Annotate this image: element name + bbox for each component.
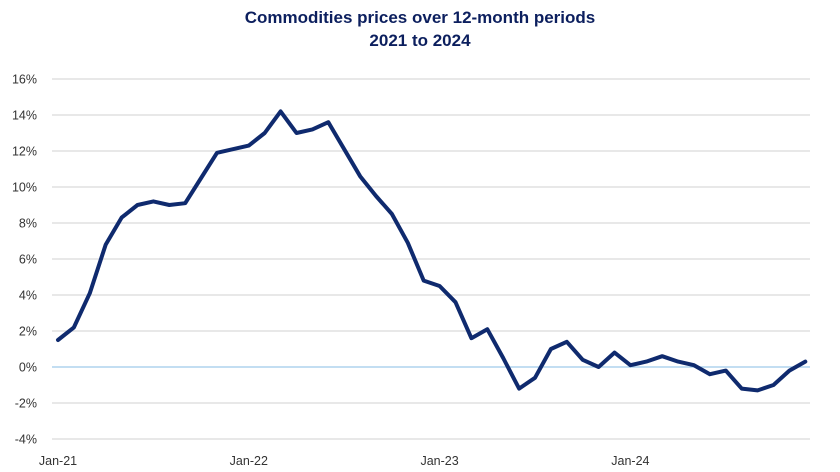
x-tick-label: Jan-22 [230,454,268,468]
y-tick-label: 14% [12,109,37,123]
y-tick-label: 12% [12,145,37,159]
y-tick-label: 2% [19,325,37,339]
y-tick-label: -2% [15,397,37,411]
chart-title: Commodities prices over 12-month periods [244,8,596,27]
x-tick-label: Jan-24 [611,454,649,468]
y-tick-label: 4% [19,289,37,303]
y-tick-label: 16% [12,73,37,87]
y-tick-label: 10% [12,181,37,195]
chart-subtitle: 2021 to 2024 [369,31,471,50]
y-tick-label: 6% [19,253,37,267]
series-line [56,109,808,393]
y-tick-label: 0% [19,361,37,375]
x-tick-label: Jan-21 [39,454,77,468]
y-tick-label: -4% [15,433,37,447]
y-tick-label: 8% [19,217,37,231]
x-tick-label: Jan-23 [420,454,458,468]
